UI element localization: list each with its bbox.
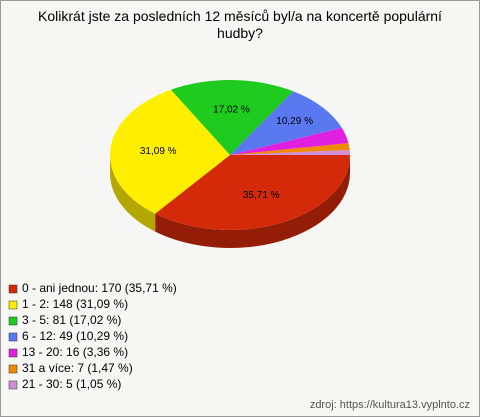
legend-label: 0 - ani jednou: 170 (35,71 %) — [22, 281, 177, 295]
legend-label: 13 - 20: 16 (3,36 %) — [22, 345, 128, 359]
legend-swatch — [8, 380, 18, 390]
legend-swatch — [8, 300, 18, 310]
data-label: 10,29 % — [276, 116, 313, 127]
legend-label: 1 - 2: 148 (31,09 %) — [22, 297, 128, 311]
legend-swatch — [8, 284, 18, 294]
legend-label: 21 - 30: 5 (1,05 %) — [22, 377, 121, 391]
legend-swatch — [8, 332, 18, 342]
source: zdroj: https://kultura13.vyplnto.cz — [310, 399, 470, 411]
slice — [230, 143, 350, 155]
legend-swatch — [8, 348, 18, 358]
title-box: Kolikrát jste za posledních 12 měsíců by… — [38, 8, 442, 41]
legend-label: 3 - 5: 81 (17,02 %) — [22, 313, 121, 327]
slice — [230, 91, 342, 155]
legend-swatch — [8, 364, 18, 374]
slice — [170, 80, 294, 155]
chart-title: Kolikrát jste za posledních 12 měsíců by… — [38, 8, 442, 41]
slice-side — [110, 155, 156, 232]
data-label: 31,09 % — [140, 146, 177, 157]
slice — [230, 150, 350, 155]
data-label: 17,02 % — [213, 105, 250, 116]
slice — [110, 89, 230, 214]
slice-side — [155, 155, 350, 248]
data-label: 35,71 % — [243, 190, 280, 201]
legend-label: 31 a více: 7 (1,47 %) — [22, 361, 133, 375]
legend-swatch — [8, 316, 18, 326]
slice — [230, 127, 349, 155]
slice — [155, 155, 350, 230]
legend-label: 6 - 12: 49 (10,29 %) — [22, 329, 128, 343]
